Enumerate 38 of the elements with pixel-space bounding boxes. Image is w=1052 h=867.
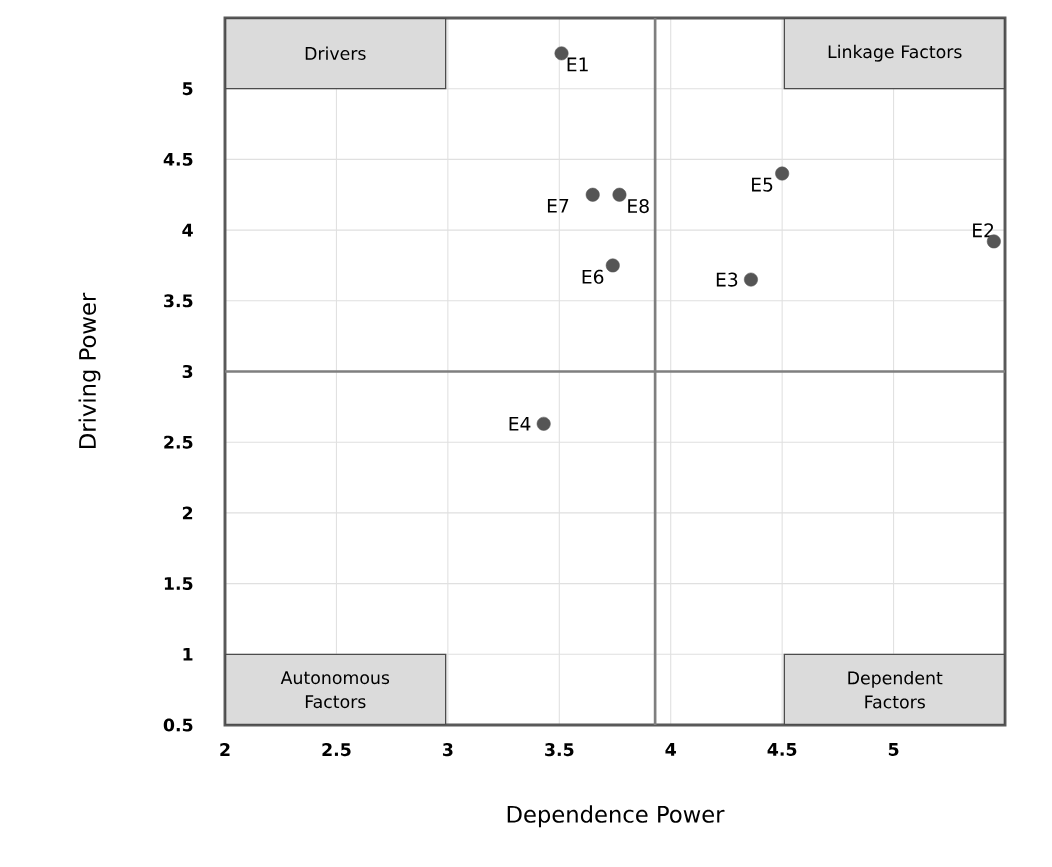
series-label: E2	[973, 223, 994, 238]
y-axis-title: Driving Power	[78, 292, 101, 448]
x-tick-label: 3	[442, 743, 453, 757]
point	[744, 272, 758, 287]
y-tick-label: 3	[182, 364, 193, 379]
point	[775, 166, 790, 181]
x-tick-label: 4	[665, 743, 676, 756]
annotation: Linkage Factors	[828, 44, 962, 62]
y-tick-label: 1.5	[164, 577, 193, 591]
annotation: Drivers	[305, 46, 366, 60]
y-tick-label: 1	[183, 647, 193, 661]
y-tick-label: 2	[182, 506, 193, 520]
series-label: E8	[628, 199, 649, 214]
x-tick-label: 2.5	[322, 743, 351, 757]
point	[605, 258, 620, 273]
y-tick-label: 3.5	[164, 294, 193, 308]
y-tick-label: 4	[182, 223, 193, 237]
series-label: E3	[716, 272, 738, 287]
series-label: E5	[752, 177, 773, 192]
y-tick-label: 2.5	[164, 435, 193, 449]
x-tick-label: 3.5	[545, 743, 574, 757]
annotation: Dependent Factors	[848, 671, 943, 709]
point	[554, 46, 569, 61]
annotation: Autonomous Factors	[280, 671, 390, 709]
point	[585, 187, 600, 202]
x-tick-label: 5	[888, 743, 899, 756]
series-label: E1	[567, 57, 588, 72]
y-tick-label: 0.5	[163, 718, 193, 732]
x-axis-title: Dependence Power	[507, 805, 725, 828]
series-label: E7	[547, 199, 569, 213]
y-tick-label: 5	[182, 82, 193, 96]
y-tick-label: 4.5	[163, 152, 193, 166]
point	[612, 187, 627, 202]
x-tick-label: 2	[220, 743, 230, 756]
series-label: E6	[582, 269, 604, 284]
point	[536, 416, 551, 431]
x-tick-label: 4.5	[767, 743, 797, 756]
series-label: E4	[509, 417, 531, 431]
